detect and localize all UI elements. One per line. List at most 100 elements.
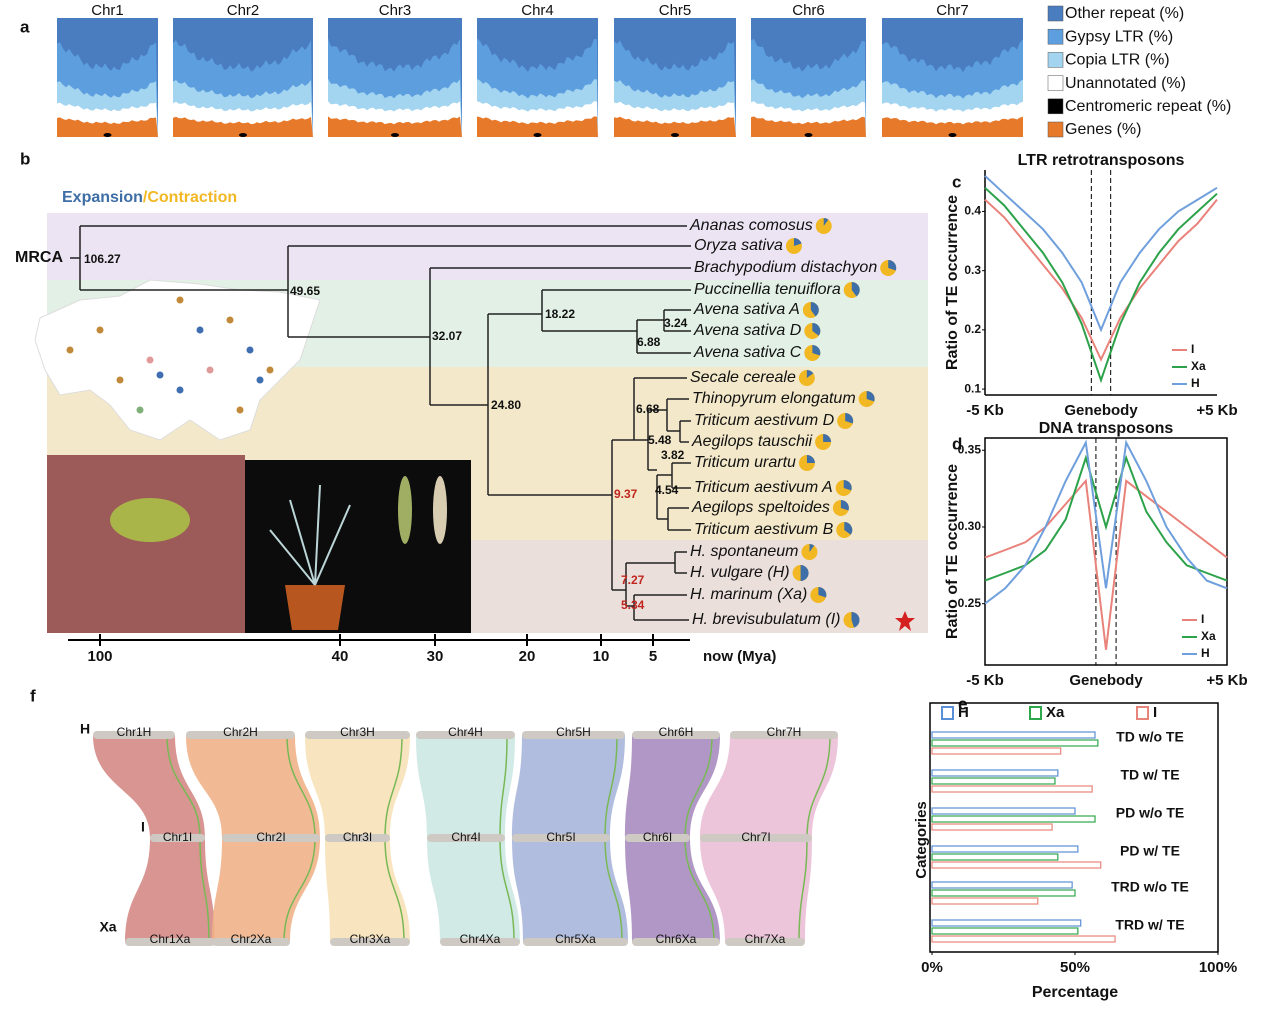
panel-label: a (20, 17, 30, 36)
chromosome-bar (632, 938, 720, 946)
node-age: 5.34 (621, 598, 645, 612)
chromosome-bar (440, 938, 520, 946)
node-age: 3.24 (664, 316, 688, 330)
bar (931, 927, 1079, 935)
root-label: MRCA (15, 249, 63, 266)
panel-label: f (30, 686, 36, 705)
x-tick-label: +5 Kb (1196, 402, 1237, 419)
pie-expansion (843, 480, 852, 491)
genes-area (477, 116, 598, 137)
panel-label: b (20, 149, 30, 168)
legend-label: H (1191, 376, 1200, 390)
y-tick-label: 0.3 (964, 263, 981, 277)
legend-swatch (1047, 5, 1064, 22)
sample-dot (116, 376, 124, 384)
y-tick-label: 0.25 (958, 596, 982, 610)
legend-swatch (1047, 75, 1064, 91)
species-label: Avena sativa D (693, 322, 802, 339)
species-label: H. marinum (Xa) (690, 586, 807, 603)
y-tick-label: 0.4 (964, 204, 981, 218)
chromosome-label: Chr2H (223, 725, 258, 739)
sample-dot (246, 346, 254, 354)
legend-label: Gypsy LTR (%) (1065, 28, 1173, 45)
chromosome-bar (186, 731, 295, 739)
chromosome-label: Chr6Xa (656, 932, 697, 946)
bar (931, 807, 1076, 815)
bar (931, 897, 1039, 905)
species-label: Puccinellia tenuiflora (694, 281, 841, 298)
genes-area (751, 116, 866, 137)
chart-title: LTR retrotransposons (1018, 152, 1185, 169)
y-tick-label: 0.1 (964, 381, 981, 395)
legend-swatch (1136, 706, 1149, 720)
bar (931, 769, 1059, 777)
species-label: Avena sativa A (693, 301, 800, 318)
legend-label: Xa (1191, 359, 1206, 373)
chromosome-label: Chr6H (659, 725, 694, 739)
series-line (984, 187, 1218, 384)
chromosome-label: Chr6 (792, 2, 825, 19)
chromosome-label: Chr2Xa (231, 932, 272, 946)
node-age: 49.65 (290, 284, 320, 298)
pie-expansion (809, 544, 815, 552)
legend-label: H (958, 704, 969, 721)
node-age: 3.82 (661, 448, 685, 462)
bar (931, 889, 1076, 897)
species-label: Thinopyrum elongatum (692, 390, 856, 407)
x-tick-label: 100% (1199, 959, 1237, 976)
time-tick-label: 40 (332, 648, 349, 665)
legend-swatch (1047, 52, 1064, 68)
pie-expansion (851, 282, 860, 297)
node-age: 6.88 (637, 335, 661, 349)
node-age: 106.27 (84, 252, 121, 266)
chromosome-label: Chr4Xa (460, 932, 501, 946)
chromosome-label: Chr3I (343, 830, 372, 844)
node-age: 5.48 (648, 433, 672, 447)
genome-label: I (141, 819, 145, 835)
pie-expansion (806, 455, 815, 463)
node-age: 18.22 (545, 307, 575, 321)
pie-expansion (818, 587, 827, 598)
chromosome-label: Chr7H (767, 725, 802, 739)
plot-frame (929, 702, 1219, 953)
centromere (948, 133, 957, 137)
chromosome-bar (523, 938, 628, 946)
legend-swatch (1047, 28, 1064, 45)
chromosome-label: Chr5Xa (555, 932, 596, 946)
legend-label: Genes (%) (1065, 121, 1141, 138)
chromosome-label: Chr5H (556, 725, 591, 739)
node-age: 32.07 (432, 329, 462, 343)
chromosome-bar (222, 834, 320, 842)
habitat-photo (47, 455, 245, 633)
pie-expansion (888, 260, 897, 271)
series-line (984, 478, 1228, 650)
legend-swatch (1047, 121, 1064, 138)
pie-expansion (823, 434, 832, 442)
species-label: Ananas comosus (689, 217, 813, 234)
chromosome-bar (632, 731, 720, 739)
sample-dot (256, 376, 264, 384)
sample-dot (206, 366, 214, 374)
node-age: 7.27 (621, 573, 645, 587)
spike (398, 476, 412, 544)
series-line (984, 439, 1228, 605)
bar (931, 815, 1096, 823)
pie-expansion (845, 413, 854, 424)
legend-label: H (1201, 646, 1210, 660)
time-axis-label: now (Mya) (703, 648, 776, 665)
expansion-contraction-heading: Expansion/Contraction (62, 189, 237, 206)
species-label: Oryza sativa (694, 237, 783, 254)
genes-area (173, 116, 313, 137)
genes-area (614, 116, 736, 137)
chromosome-label: Chr2I (256, 830, 285, 844)
legend-swatch (1047, 98, 1064, 115)
sample-dot (196, 326, 204, 334)
bar (931, 881, 1073, 889)
genes-area (882, 116, 1023, 137)
chromosome-label: Chr1 (91, 2, 124, 19)
pie-expansion (800, 565, 809, 581)
y-tick-label: 0.2 (964, 322, 981, 336)
centromere (103, 133, 112, 137)
time-tick-label: 30 (427, 648, 444, 665)
centromere (239, 133, 247, 137)
